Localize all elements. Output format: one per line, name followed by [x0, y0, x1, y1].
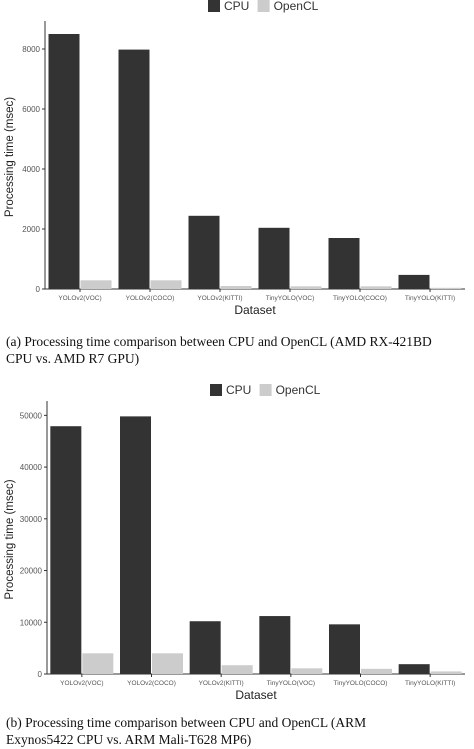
- chart-a-x-tick-label-4: TinyYOLO(COCO): [333, 295, 387, 302]
- caption-a: (a) Processing time comparison between C…: [6, 333, 474, 367]
- chart-b-bar-cpu-1: [120, 416, 151, 674]
- chart-a-bar-opencl-1: [150, 280, 182, 289]
- chart-b-x-tick-label-3: TinyYOLO(VOC): [267, 680, 316, 687]
- caption-a-line1: (a) Processing time comparison between C…: [6, 334, 432, 349]
- chart-a-bar-cpu-4: [328, 238, 360, 289]
- chart-b-y-axis-title: Processing time (msec): [4, 479, 16, 599]
- chart-a-bar-opencl-4: [360, 286, 392, 289]
- chart-a-legend-swatch-0: [208, 0, 220, 12]
- chart-a-bar-opencl-3: [290, 286, 322, 289]
- chart-a-legend-label-0: CPU: [224, 0, 249, 13]
- chart-a-x-tick-label-1: YOLOv2(COCO): [126, 295, 175, 302]
- chart-a-bar-opencl-0: [80, 280, 112, 289]
- chart-a-legend-label-1: OpenCL: [274, 0, 319, 13]
- chart-a-y-tick-label-4: 8000: [22, 45, 40, 54]
- chart-a-bar-opencl-5: [430, 287, 462, 289]
- chart-b-x-tick-label-2: YOLOv2(KITTI): [199, 680, 244, 687]
- chart-a-y-tick-label-3: 6000: [22, 105, 40, 114]
- chart-b-bar-cpu-3: [259, 616, 291, 674]
- chart-b-legend-label-1: OpenCL: [276, 383, 321, 397]
- chart-b-bar-cpu-0: [50, 426, 82, 674]
- chart-a-y-tick-label-0: 0: [36, 285, 41, 294]
- chart-a: CPU OpenCL 0 2000 4000 6000 8000 YOLOv2(VOC) YOL…: [4, 0, 465, 317]
- chart-b-bar-opencl-5: [430, 671, 462, 674]
- chart-b-y-tick-label-2: 20000: [20, 567, 43, 576]
- chart-a-bar-cpu-2: [188, 215, 220, 289]
- chart-b-x-tick-label-4: TinyYOLO(COCO): [334, 680, 388, 687]
- chart-b-x-tick-label-0: YOLOv2(VOC): [60, 680, 103, 687]
- chart-a-x-axis-title: Dataset: [234, 303, 276, 317]
- chart-b-x-axis-title: Dataset: [235, 688, 277, 702]
- chart-a-x-tick-label-3: TinyYOLO(VOC): [266, 295, 315, 302]
- chart-b-legend-swatch-1: [259, 384, 272, 396]
- caption-b-line1: (b) Processing time comparison between C…: [6, 715, 367, 730]
- caption-b: (b) Processing time comparison between C…: [6, 714, 474, 748]
- chart-b-x-tick-label-5: TinyYOLO(KITTI): [405, 680, 455, 687]
- chart-a-x-tick-label-0: YOLOv2(VOC): [58, 295, 101, 302]
- chart-b-y-tick-label-0: 0: [38, 670, 43, 679]
- chart-b-bar-opencl-0: [82, 653, 114, 674]
- chart-a-bar-opencl-2: [220, 286, 252, 289]
- chart-b-bar-cpu-5: [398, 664, 430, 674]
- chart-b-bar-cpu-4: [329, 624, 360, 674]
- chart-a-y-axis-title: Processing time (msec): [4, 97, 16, 217]
- chart-a-bar-cpu-3: [258, 227, 290, 289]
- chart-b-bar-cpu-2: [189, 621, 221, 674]
- chart-a-legend-swatch-1: [257, 0, 270, 12]
- chart-a-bar-cpu-0: [48, 34, 80, 289]
- chart-b: CPU OpenCL 0 10000 20000 30000 40000 50000 YOLOv…: [4, 383, 465, 702]
- chart-a-x-tick-label-5: TinyYOLO(KITTI): [405, 295, 455, 302]
- chart-a-y-tick-label-2: 4000: [22, 165, 40, 174]
- chart-b-bar-opencl-4: [361, 668, 392, 674]
- chart-b-legend-label-0: CPU: [226, 383, 251, 397]
- caption-a-line2: CPU vs. AMD R7 GPU): [6, 351, 140, 366]
- chart-b-y-tick-label-5: 50000: [20, 411, 43, 420]
- chart-b-y-tick-label-1: 10000: [20, 618, 43, 627]
- chart-b-x-tick-label-1: YOLOv2(COCO): [127, 680, 176, 687]
- chart-a-bar-cpu-5: [398, 274, 430, 289]
- chart-a-y-tick-label-1: 2000: [22, 225, 40, 234]
- caption-b-line2: Exynos5422 CPU vs. ARM Mali-T628 MP6): [6, 732, 252, 747]
- chart-b-y-tick-label-4: 40000: [20, 463, 43, 472]
- chart-b-bar-opencl-3: [291, 668, 323, 674]
- chart-b-legend-swatch-0: [210, 384, 222, 396]
- chart-a-x-tick-label-2: YOLOv2(KITTI): [197, 295, 242, 302]
- chart-b-bar-opencl-1: [152, 653, 183, 674]
- chart-a-bar-cpu-1: [118, 49, 150, 289]
- chart-b-bar-opencl-2: [221, 665, 253, 674]
- chart-b-y-tick-label-3: 30000: [20, 515, 43, 524]
